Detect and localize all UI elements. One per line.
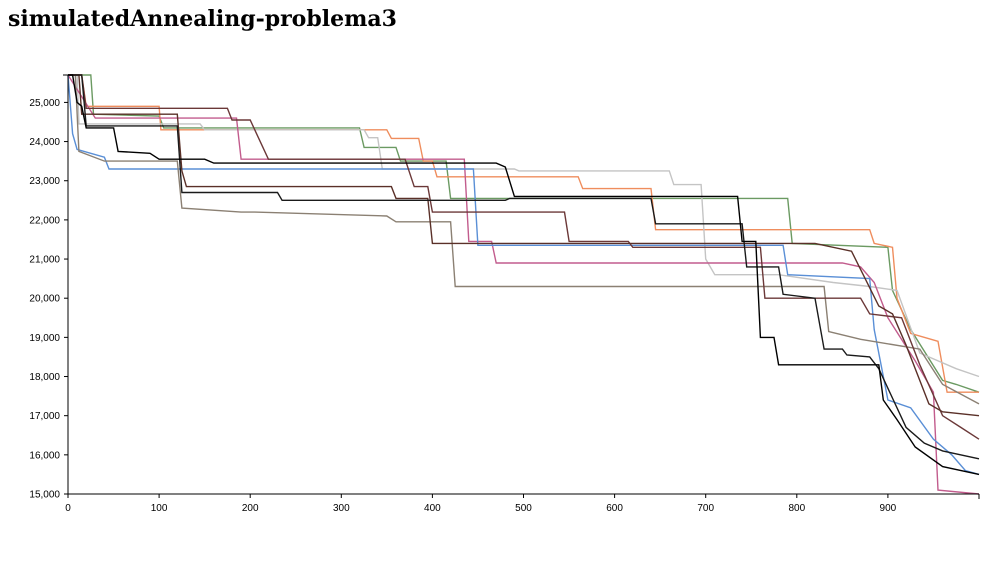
series-line-4 <box>67 74 980 495</box>
x-tick-label: 0 <box>65 503 71 514</box>
y-tick-label: 15,000 <box>29 490 60 501</box>
y-tick-label: 24,000 <box>29 137 60 148</box>
x-tick-label: 800 <box>788 503 805 514</box>
y-tick-label: 22,000 <box>29 215 60 226</box>
series-layer <box>67 74 980 495</box>
series-line-1 <box>68 74 980 393</box>
y-tick-label: 21,000 <box>29 255 60 266</box>
y-tick-label: 16,000 <box>29 450 60 461</box>
chart-title: simulatedAnnealing-problema3 <box>8 6 397 32</box>
x-tick-label: 200 <box>242 503 259 514</box>
y-tick-label: 19,000 <box>29 333 60 344</box>
x-tick-label: 500 <box>515 503 532 514</box>
x-tick-label: 400 <box>424 503 441 514</box>
x-tick-label: 300 <box>333 503 350 514</box>
x-tick-label: 700 <box>697 503 714 514</box>
series-line-10 <box>68 74 980 476</box>
y-tick-label: 20,000 <box>29 294 60 305</box>
series-line-7 <box>68 74 980 440</box>
series-line-8 <box>68 74 980 417</box>
x-tick-label: 900 <box>880 503 897 514</box>
series-line-9 <box>68 74 980 460</box>
x-tick-label: 600 <box>606 503 623 514</box>
series-line-3 <box>68 74 980 378</box>
series-line-2 <box>68 74 979 393</box>
series-line-5 <box>67 74 980 476</box>
y-tick-label: 25,000 <box>29 98 60 109</box>
x-tick-label: 100 <box>151 503 168 514</box>
axes-layer: 15,000 16,000 17,000 18,000 19,000 20,000 21,0… <box>29 74 980 514</box>
y-tick-label: 23,000 <box>29 176 60 187</box>
y-tick-label: 18,000 <box>29 372 60 383</box>
series-line-6 <box>68 74 980 405</box>
y-tick-label: 17,000 <box>29 411 60 422</box>
